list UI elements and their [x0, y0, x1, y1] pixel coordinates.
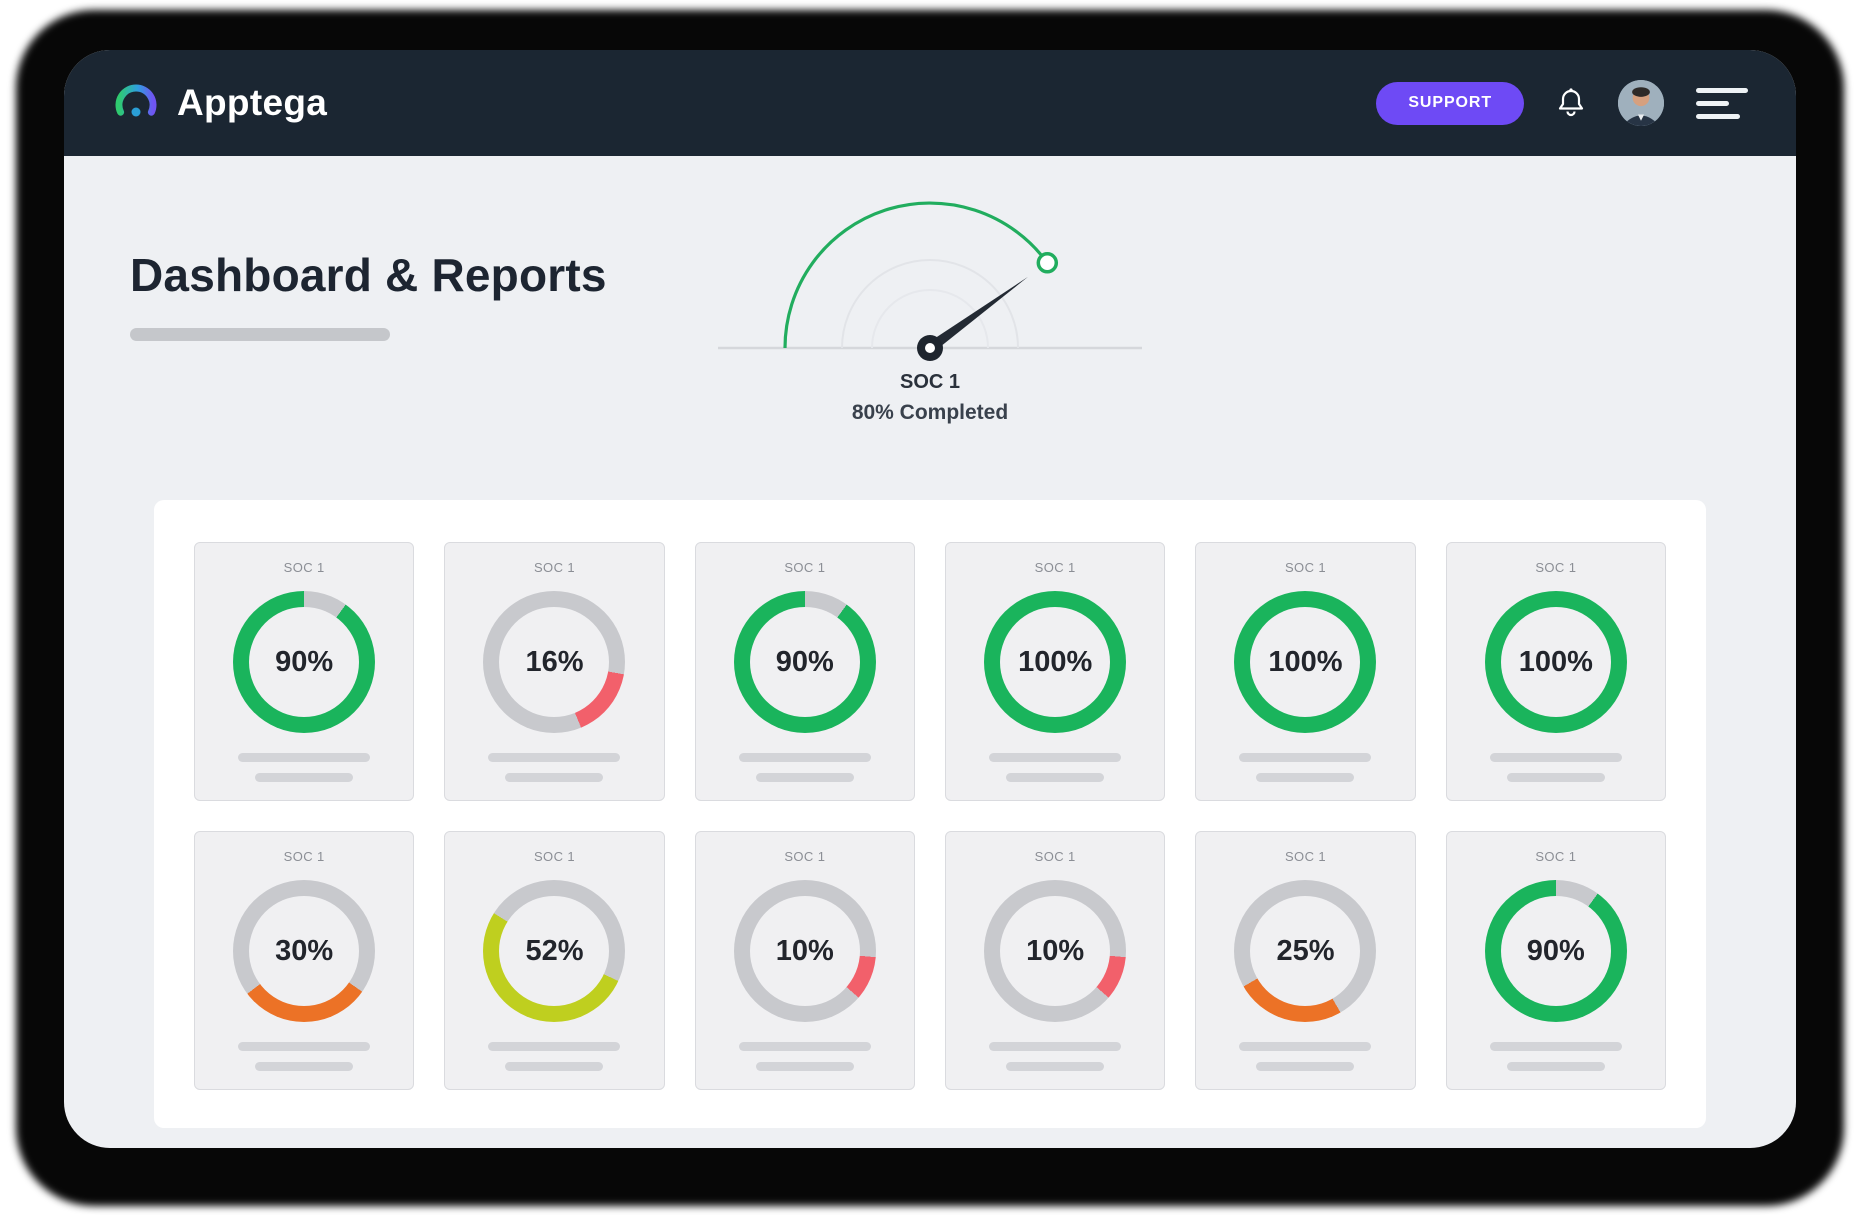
- donut-chart: 25%: [1234, 880, 1377, 1022]
- donut-chart: 90%: [733, 591, 876, 733]
- card-title: SOC 1: [283, 849, 325, 864]
- donut-percent-value: 10%: [749, 896, 860, 1006]
- placeholder-line-1: [238, 1042, 371, 1051]
- donut-chart: 100%: [1234, 591, 1377, 733]
- placeholder-line-2: [505, 773, 604, 782]
- placeholder-line-1: [738, 753, 871, 762]
- placeholder-line-1: [488, 1042, 621, 1051]
- placeholder-line-1: [989, 1042, 1122, 1051]
- gauge-completed-text: 80% Completed: [851, 401, 1009, 424]
- card-title: SOC 1: [1535, 560, 1577, 575]
- placeholder-line-2: [1256, 773, 1355, 782]
- brand-name: Apptega: [177, 82, 328, 123]
- notification-bell-icon[interactable]: [1556, 87, 1586, 119]
- donut-percent-value: 90%: [249, 607, 360, 717]
- donut-percent-value: 52%: [499, 896, 610, 1006]
- report-card[interactable]: SOC 1 52%: [444, 831, 665, 1090]
- donut-percent-value: 100%: [1250, 607, 1361, 717]
- donut-percent-value: 30%: [249, 896, 360, 1006]
- placeholder-line-2: [255, 773, 354, 782]
- card-title: SOC 1: [1034, 849, 1076, 864]
- donut-chart: 100%: [984, 591, 1127, 733]
- placeholder-line-2: [1506, 1062, 1605, 1071]
- placeholder-line-1: [1239, 1042, 1372, 1051]
- app-window: Apptega SUPPORT: [64, 50, 1796, 1148]
- report-card[interactable]: SOC 1 90%: [194, 542, 415, 801]
- gauge-title: SOC 1: [899, 371, 961, 393]
- hero-section: Dashboard & Reports SOC 1 80% Completed: [64, 156, 1796, 500]
- donut-chart: 100%: [1484, 591, 1627, 733]
- placeholder-line-2: [255, 1062, 354, 1071]
- donut-percent-value: 90%: [1500, 896, 1611, 1006]
- card-title: SOC 1: [784, 560, 826, 575]
- placeholder-line-1: [989, 753, 1122, 762]
- report-card[interactable]: SOC 1 25%: [1195, 831, 1416, 1090]
- report-card[interactable]: SOC 1 10%: [944, 831, 1166, 1090]
- report-card[interactable]: SOC 1 30%: [194, 831, 415, 1090]
- placeholder-line-2: [505, 1062, 604, 1071]
- report-card[interactable]: SOC 1 90%: [694, 542, 915, 801]
- placeholder-line-1: [1489, 1042, 1622, 1051]
- donut-chart: 16%: [483, 591, 626, 733]
- report-card[interactable]: SOC 1 90%: [1445, 831, 1666, 1090]
- card-title: SOC 1: [1284, 849, 1326, 864]
- support-button[interactable]: SUPPORT: [1376, 81, 1524, 125]
- placeholder-line-1: [488, 753, 621, 762]
- placeholder-line-2: [1006, 773, 1105, 782]
- card-title: SOC 1: [1284, 560, 1326, 575]
- gauge-widget: SOC 1 80% Completed: [710, 180, 1150, 425]
- report-card-grid: SOC 1 90% SOC 1 16% SOC 1 90% SOC 1 100%…: [194, 542, 1666, 1090]
- donut-percent-value: 25%: [1250, 896, 1361, 1006]
- reports-panel: SOC 1 90% SOC 1 16% SOC 1 90% SOC 1 100%…: [154, 500, 1706, 1128]
- header-actions: SUPPORT: [1376, 80, 1750, 126]
- donut-percent-value: 16%: [499, 607, 610, 717]
- donut-chart: 90%: [1484, 880, 1627, 1022]
- donut-chart: 10%: [984, 880, 1127, 1022]
- card-title: SOC 1: [784, 849, 826, 864]
- card-title: SOC 1: [1034, 560, 1076, 575]
- card-title: SOC 1: [283, 560, 325, 575]
- donut-chart: 52%: [483, 880, 626, 1022]
- placeholder-line-2: [1506, 773, 1605, 782]
- placeholder-line-2: [1006, 1062, 1105, 1071]
- title-placeholder-bar: [130, 328, 390, 341]
- top-nav-bar: Apptega SUPPORT: [64, 50, 1796, 156]
- placeholder-line-2: [755, 773, 854, 782]
- placeholder-line-1: [1489, 753, 1622, 762]
- gauge-chart: [718, 201, 1142, 361]
- apptega-logo-icon: [110, 77, 162, 129]
- report-card[interactable]: SOC 1 100%: [1445, 542, 1666, 801]
- placeholder-line-1: [238, 753, 371, 762]
- donut-percent-value: 100%: [1000, 607, 1111, 717]
- donut-chart: 30%: [233, 880, 376, 1022]
- placeholder-line-2: [755, 1062, 854, 1071]
- placeholder-line-1: [738, 1042, 871, 1051]
- page-title: Dashboard & Reports: [130, 249, 607, 301]
- donut-chart: 10%: [733, 880, 876, 1022]
- placeholder-line-1: [1239, 753, 1372, 762]
- report-card[interactable]: SOC 1 16%: [444, 542, 665, 801]
- brand-logo: Apptega: [110, 77, 327, 129]
- donut-percent-value: 90%: [749, 607, 860, 717]
- card-title: SOC 1: [533, 560, 575, 575]
- card-title: SOC 1: [1535, 849, 1577, 864]
- title-block: Dashboard & Reports: [130, 248, 607, 341]
- placeholder-line-2: [1256, 1062, 1355, 1071]
- user-avatar[interactable]: [1618, 80, 1664, 126]
- report-card[interactable]: SOC 1 100%: [1195, 542, 1416, 801]
- donut-percent-value: 100%: [1500, 607, 1611, 717]
- report-card[interactable]: SOC 1 100%: [944, 542, 1166, 801]
- donut-percent-value: 10%: [1000, 896, 1111, 1006]
- app-frame: Apptega SUPPORT: [16, 10, 1844, 1206]
- hamburger-menu-icon[interactable]: [1696, 87, 1750, 119]
- card-title: SOC 1: [533, 849, 575, 864]
- report-card[interactable]: SOC 1 10%: [694, 831, 915, 1090]
- donut-chart: 90%: [233, 591, 376, 733]
